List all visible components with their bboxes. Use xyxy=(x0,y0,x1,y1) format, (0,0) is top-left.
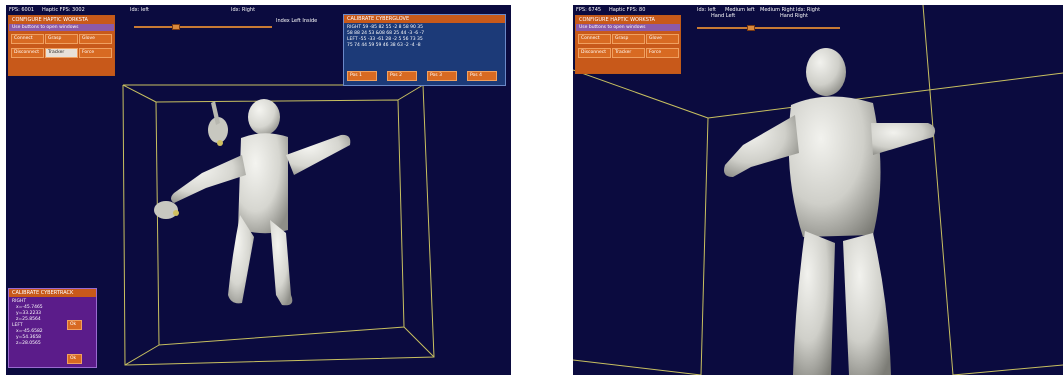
index-status-label: Index Left Inside xyxy=(276,18,318,24)
configure-haptic-panel: CONFIGURE HAPTIC WORKSTA Use buttons to … xyxy=(575,15,681,74)
glove-row: LEFT -55 -33 -61 28 -2 5 56 73 35 xyxy=(347,37,423,42)
glove-button[interactable]: Glove xyxy=(79,34,112,44)
left-label: LEFT xyxy=(12,323,23,328)
disconnect-button[interactable]: Disconnect xyxy=(11,48,44,58)
pos-1-button[interactable]: Pos 1 xyxy=(347,71,377,81)
tracker-button[interactable]: Tracker xyxy=(45,48,78,58)
fps-readout: FPS: 6745 xyxy=(576,7,602,13)
left-viewport[interactable]: FPS: 6001 Haptic FPS: 3002 Idx: left Idx… xyxy=(6,5,511,375)
force-button[interactable]: Force xyxy=(79,48,112,58)
panel-subtitle: Use buttons to open windows xyxy=(9,24,114,31)
hand-slider[interactable] xyxy=(134,24,272,30)
right-3d-scene xyxy=(573,5,1063,375)
glove-row: 75 74 44 59 59 46 38 63 -2 -4 -8 xyxy=(347,43,421,48)
calibrate-cyberglove-panel: CALIBRATE CYBERGLOVE RIGHT 59 -85 82 55 … xyxy=(343,14,506,86)
left-z-value: z=28.0565 xyxy=(16,341,41,346)
left-ok-button[interactable]: Ok xyxy=(67,354,82,364)
panel-subtitle: Use buttons to open windows xyxy=(576,24,680,31)
connect-button[interactable]: Connect xyxy=(11,34,44,44)
left-x-value: x=-45.6582 xyxy=(16,329,43,334)
hand-right-label: Hand Right xyxy=(780,13,808,19)
medium-right-label: Medium Right xyxy=(760,7,795,13)
calibrate-cybertrack-panel: CALIBRATE CYBERTRACK RIGHT x=-45.7465 y=… xyxy=(8,288,97,368)
hand-left-label: Hand Left xyxy=(711,13,736,19)
force-button[interactable]: Force xyxy=(646,48,679,58)
medium-left-label: Medium left xyxy=(725,7,755,13)
right-x-value: x=-45.7465 xyxy=(16,305,43,310)
configure-haptic-panel: CONFIGURE HAPTIC WORKSTA Use buttons to … xyxy=(8,15,115,76)
slider-knob[interactable] xyxy=(172,24,180,30)
haptic-fps-readout: Haptic FPS: 80 xyxy=(609,7,646,13)
right-y-value: y=33.2233 xyxy=(16,311,42,316)
right-label: RIGHT xyxy=(12,299,27,304)
grasp-button[interactable]: Grasp xyxy=(45,34,78,44)
idx-right-label: Idx: Right xyxy=(796,7,821,13)
connect-button[interactable]: Connect xyxy=(578,34,611,44)
glove-button[interactable]: Glove xyxy=(646,34,679,44)
fps-readout: FPS: 6001 xyxy=(9,7,35,13)
right-z-value: z=25.8564 xyxy=(16,317,41,322)
left-3d-scene xyxy=(122,84,435,366)
haptic-hand-left xyxy=(208,101,228,146)
pos-3-button[interactable]: Pos 3 xyxy=(427,71,457,81)
disconnect-button[interactable]: Disconnect xyxy=(578,48,611,58)
idx-left-label: Idx: left xyxy=(697,7,716,13)
glove-row: 58 88 24 53 &08 68 25 44 -3 -6 -7 xyxy=(347,31,425,36)
wireframe-box xyxy=(573,5,1063,375)
haptic-hand-right xyxy=(154,201,179,219)
hand-slider[interactable] xyxy=(697,25,840,31)
right-ok-button[interactable]: Ok xyxy=(67,320,82,330)
avatar-figure xyxy=(724,48,936,375)
avatar-figure xyxy=(171,99,351,306)
right-viewport[interactable]: FPS: 6745 Haptic FPS: 80 Idx: left Mediu… xyxy=(573,5,1063,375)
panel-title: CALIBRATE CYBERGLOVE xyxy=(344,15,505,23)
pos-4-button[interactable]: Pos 4 xyxy=(467,71,497,81)
left-y-value: y=54.3658 xyxy=(16,335,42,340)
idx-left-label: Idx: left xyxy=(130,7,149,13)
panel-title: CONFIGURE HAPTIC WORKSTA xyxy=(576,16,680,24)
pos-2-button[interactable]: Pos 2 xyxy=(387,71,417,81)
glove-row: RIGHT 59 -85 82 55 -2 8 58 90 35 xyxy=(347,25,424,30)
wireframe-box xyxy=(122,84,435,366)
haptic-fps-readout: Haptic FPS: 3002 xyxy=(42,7,85,13)
grasp-button[interactable]: Grasp xyxy=(612,34,645,44)
panel-title: CALIBRATE CYBERTRACK xyxy=(9,289,96,297)
slider-knob[interactable] xyxy=(747,25,755,31)
idx-right-label: Idx: Right xyxy=(231,7,256,13)
tracker-button[interactable]: Tracker xyxy=(612,48,645,58)
panel-title: CONFIGURE HAPTIC WORKSTA xyxy=(9,16,114,24)
